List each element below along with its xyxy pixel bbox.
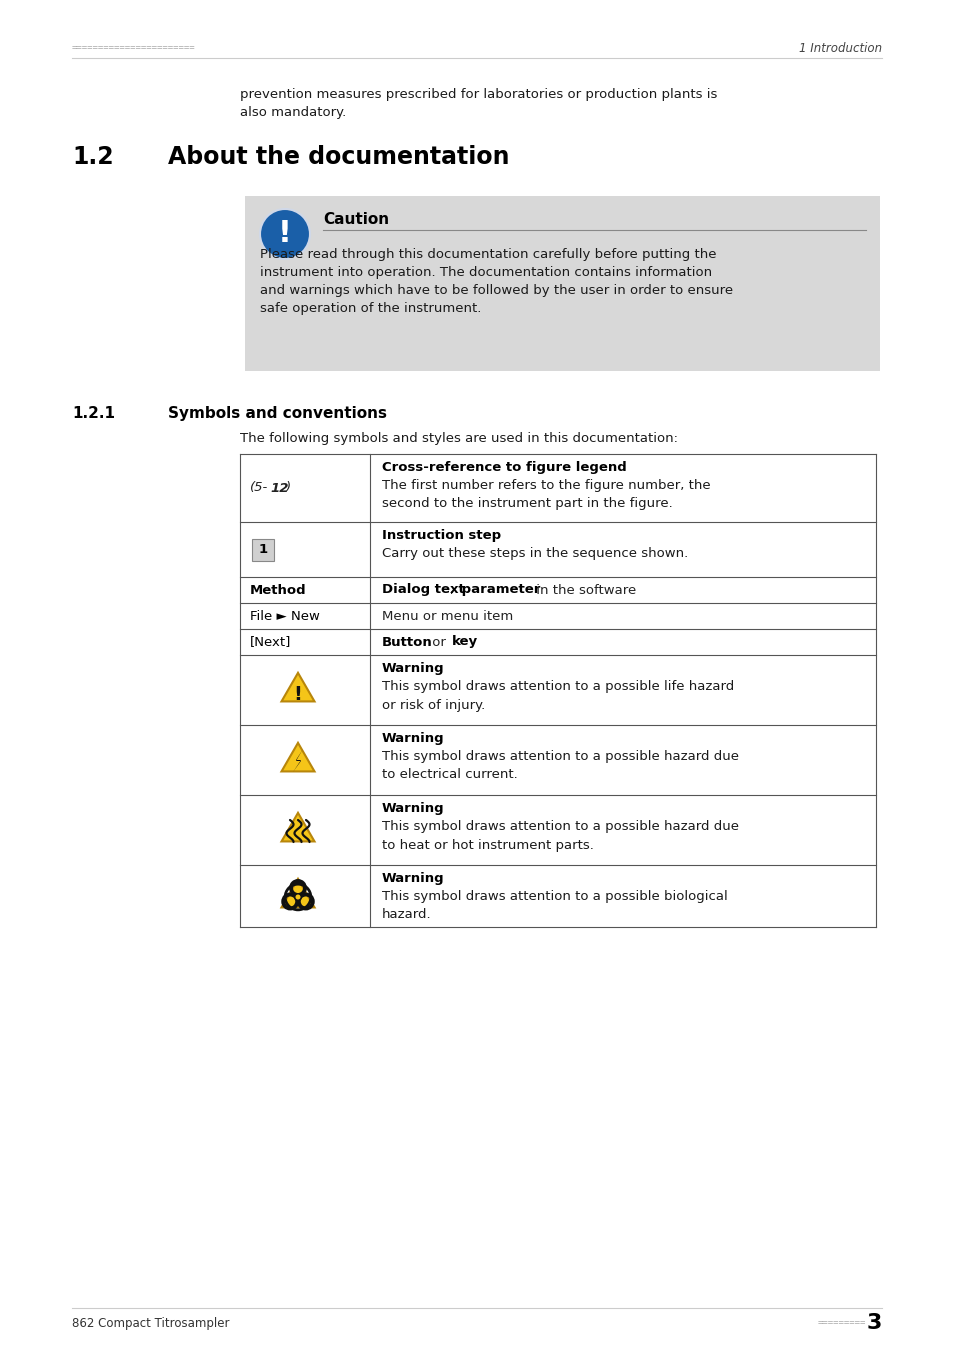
Text: Menu or menu item: Menu or menu item [381, 609, 513, 622]
Text: Please read through this documentation carefully before putting the: Please read through this documentation c… [260, 248, 716, 261]
Text: Warning: Warning [381, 802, 444, 815]
Text: =======================: ======================= [71, 43, 195, 53]
Text: and warnings which have to be followed by the user in order to ensure: and warnings which have to be followed b… [260, 284, 732, 297]
Text: in the software: in the software [532, 583, 636, 597]
Text: parameter: parameter [456, 583, 539, 597]
Text: ): ) [286, 482, 291, 494]
Polygon shape [293, 749, 303, 772]
Text: Cross-reference to figure legend: Cross-reference to figure legend [381, 460, 626, 474]
Text: 1.2: 1.2 [71, 144, 113, 169]
Polygon shape [281, 672, 314, 702]
Text: 1 Introduction: 1 Introduction [798, 42, 882, 54]
Text: instrument into operation. The documentation contains information: instrument into operation. The documenta… [260, 266, 711, 279]
Text: !: ! [294, 686, 302, 705]
Text: (5-: (5- [250, 482, 268, 494]
Text: Symbols and conventions: Symbols and conventions [168, 406, 387, 421]
Text: File ► New: File ► New [250, 609, 319, 622]
Text: Caution: Caution [323, 212, 389, 227]
Text: 1: 1 [258, 543, 267, 556]
Circle shape [294, 892, 302, 900]
Text: Method: Method [250, 583, 306, 597]
Text: This symbol draws attention to a possible hazard due
to electrical current.: This symbol draws attention to a possibl… [381, 751, 739, 782]
Text: [Next]: [Next] [250, 636, 291, 648]
Text: or: or [428, 636, 450, 648]
Text: 1.2.1: 1.2.1 [71, 406, 115, 421]
Text: 12: 12 [270, 482, 288, 494]
Circle shape [260, 209, 310, 259]
Polygon shape [281, 879, 314, 907]
Circle shape [295, 895, 300, 899]
Text: This symbol draws attention to a possible hazard due
to heat or hot instrument p: This symbol draws attention to a possibl… [381, 819, 739, 852]
Text: Instruction step: Instruction step [381, 529, 500, 541]
Text: prevention measures prescribed for laboratories or production plants is: prevention measures prescribed for labor… [240, 88, 717, 101]
Text: Warning: Warning [381, 732, 444, 745]
Text: This symbol draws attention to a possible life hazard
or risk of injury.: This symbol draws attention to a possibl… [381, 680, 734, 711]
Text: 862 Compact Titrosampler: 862 Compact Titrosampler [71, 1316, 230, 1330]
Text: !: ! [277, 220, 292, 248]
Text: =========: ========= [817, 1319, 865, 1327]
Text: The following symbols and styles are used in this documentation:: The following symbols and styles are use… [240, 432, 678, 446]
Polygon shape [281, 813, 314, 841]
Text: Carry out these steps in the sequence shown.: Carry out these steps in the sequence sh… [381, 547, 687, 560]
Text: 3: 3 [865, 1314, 882, 1332]
Polygon shape [281, 743, 314, 771]
Text: Dialog text: Dialog text [381, 583, 464, 597]
Text: also mandatory.: also mandatory. [240, 107, 346, 119]
Text: About the documentation: About the documentation [168, 144, 509, 169]
Text: The first number refers to the figure number, the
second to the instrument part : The first number refers to the figure nu… [381, 479, 710, 510]
Text: Warning: Warning [381, 872, 444, 886]
Text: Button: Button [381, 636, 433, 648]
Text: ,: , [449, 583, 453, 597]
Text: key: key [452, 636, 477, 648]
Text: safe operation of the instrument.: safe operation of the instrument. [260, 302, 481, 315]
Text: Warning: Warning [381, 662, 444, 675]
Bar [252, 539, 274, 560]
Bar [245, 196, 879, 371]
Text: This symbol draws attention to a possible biological
hazard.: This symbol draws attention to a possibl… [381, 890, 727, 922]
